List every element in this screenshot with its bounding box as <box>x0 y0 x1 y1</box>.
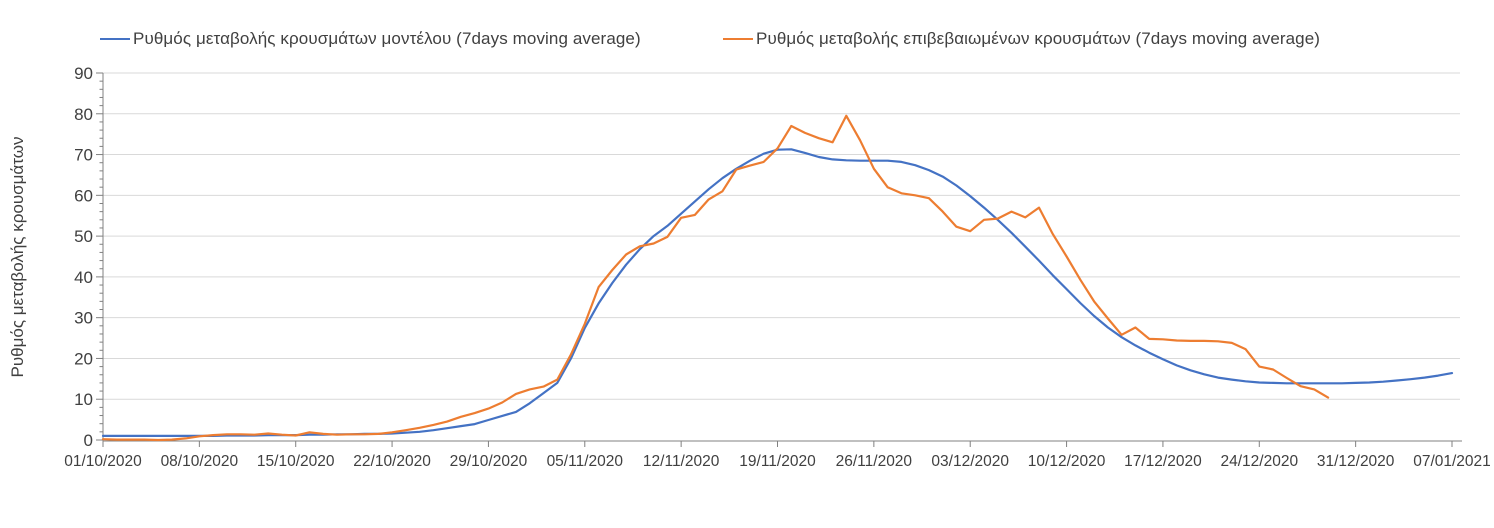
x-tick-label: 17/12/2020 <box>1124 453 1202 470</box>
legend-item-confirmed: Ρυθμός μεταβολής επιβεβαιωμένων κρουσμάτ… <box>723 29 1320 49</box>
x-tick-label: 03/12/2020 <box>931 453 1009 470</box>
x-tick-label: 01/10/2020 <box>64 453 142 470</box>
series-line-confirmed <box>101 114 1330 442</box>
x-tick-label: 07/01/2021 <box>1413 453 1491 470</box>
y-tick-label: 60 <box>74 186 93 205</box>
y-tick-label: 40 <box>74 268 93 287</box>
x-tick-label: 08/10/2020 <box>161 453 239 470</box>
legend-label-confirmed: Ρυθμός μεταβολής επιβεβαιωμένων κρουσμάτ… <box>756 29 1321 48</box>
x-tick-label: 12/11/2020 <box>643 453 720 470</box>
gridlines <box>103 72 1460 400</box>
y-tick-label: 80 <box>74 105 93 124</box>
axes <box>102 73 1462 442</box>
y-tick-label: 0 <box>84 431 93 450</box>
y-tick-label: 10 <box>74 390 93 409</box>
x-tick-label: 05/11/2020 <box>547 453 624 470</box>
y-tick-label: 30 <box>74 309 93 328</box>
y-tick-label: 70 <box>74 146 93 165</box>
x-tick-label: 15/10/2020 <box>257 453 335 470</box>
y-axis-title: Ρυθμός μεταβολής κρουσμάτων <box>8 136 27 378</box>
x-tick-label: 22/10/2020 <box>353 453 431 470</box>
y-tick-label: 20 <box>74 349 93 368</box>
x-tick-label: 31/12/2020 <box>1317 453 1395 470</box>
legend-label-model: Ρυθμός μεταβολής κρουσμάτων μοντέλου (7d… <box>133 29 641 48</box>
y-axis-ticks <box>96 72 103 441</box>
y-tick-labels: 0 10 20 30 40 50 60 70 80 90 <box>74 64 93 450</box>
x-tick-label: 29/10/2020 <box>450 453 528 470</box>
x-tick-label: 24/12/2020 <box>1220 453 1298 470</box>
legend-line-sample-confirmed <box>723 38 753 40</box>
x-tick-label: 19/11/2020 <box>739 453 816 470</box>
legend-line-sample-model <box>100 38 130 40</box>
x-tick-label: 10/12/2020 <box>1028 453 1106 470</box>
legend-item-model: Ρυθμός μεταβολής κρουσμάτων μοντέλου (7d… <box>100 29 641 49</box>
y-tick-label: 50 <box>74 227 93 246</box>
x-axis-ticks <box>102 441 1453 447</box>
x-tick-label: 26/11/2020 <box>836 453 913 470</box>
series-line-model <box>101 148 1454 437</box>
x-tick-labels: 01/10/2020 08/10/2020 15/10/2020 22/10/2020… <box>64 453 1491 470</box>
y-tick-label: 90 <box>74 64 93 83</box>
